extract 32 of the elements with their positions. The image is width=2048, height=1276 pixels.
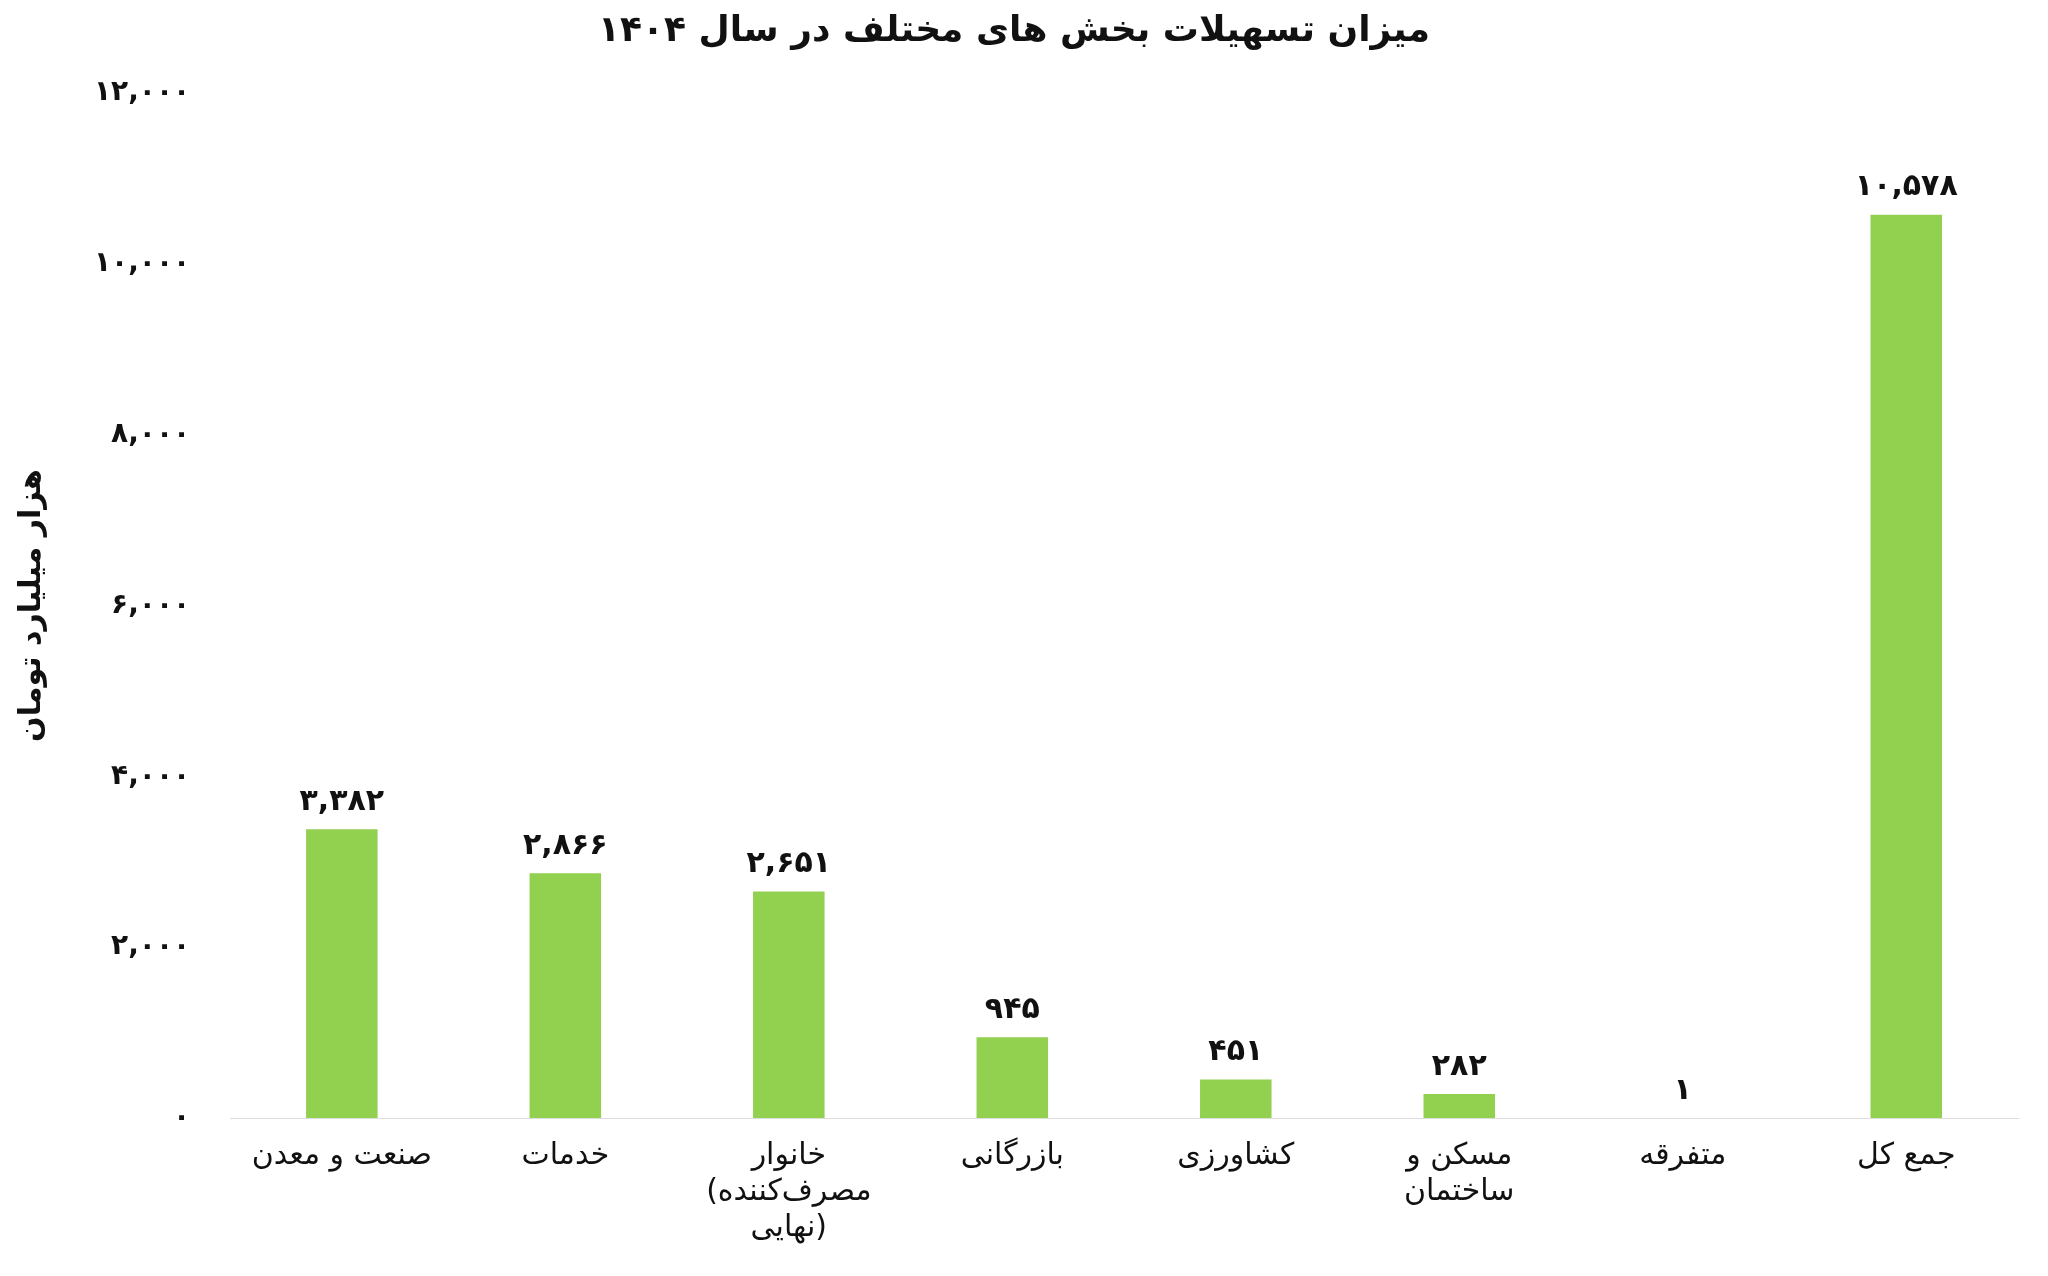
x-tick-label: کشاورزی — [1177, 1135, 1296, 1172]
bar — [1870, 214, 1943, 1118]
data-label: ۱۰,۵۷۸ — [1854, 167, 1958, 203]
x-tick-label: متفرقه — [1639, 1135, 1727, 1171]
bar — [1200, 1079, 1272, 1118]
data-label: ۴۵۱ — [1208, 1032, 1264, 1068]
data-label: ۱ — [1673, 1070, 1692, 1106]
bar — [1423, 1093, 1496, 1118]
bar — [306, 829, 378, 1118]
data-label: ۹۴۵ — [984, 990, 1040, 1026]
y-tick-label: ۰ — [172, 1099, 191, 1133]
bar — [976, 1037, 1049, 1118]
y-tick-label: ۴,۰۰۰ — [111, 757, 191, 791]
y-tick-label: ۶,۰۰۰ — [111, 586, 191, 620]
data-label: ۲,۶۵۱ — [746, 844, 832, 880]
bar — [753, 891, 825, 1118]
x-tick-label: جمع کل — [1857, 1135, 1956, 1172]
bar — [529, 873, 602, 1118]
y-tick-label: ۸,۰۰۰ — [111, 416, 191, 450]
data-label: ۳,۳۸۲ — [299, 781, 385, 817]
data-label: ۲,۸۶۶ — [523, 826, 608, 862]
x-tick-label: بازرگانی — [960, 1135, 1064, 1171]
data-label: ۲۸۲ — [1431, 1046, 1487, 1082]
y-tick-label: ۲,۰۰۰ — [111, 928, 191, 962]
x-tick-label: خدمات — [521, 1135, 610, 1171]
y-tick-label: ۱۰,۰۰۰ — [93, 245, 191, 279]
chart-title: میزان تسهیلات بخش های مختلف در سال ۱۴۰۴ — [598, 7, 1430, 50]
x-tick-label: مسکن و ساختمان — [1404, 1135, 1515, 1207]
y-axis-title: هزار میلیارد تومان — [11, 469, 47, 742]
x-tick-label: صنعت و معدن — [251, 1135, 432, 1172]
x-tick-label: خانوار (مصرف‌کننده نهایی) — [706, 1135, 872, 1244]
y-tick-label: ۱۲,۰۰۰ — [93, 74, 191, 108]
